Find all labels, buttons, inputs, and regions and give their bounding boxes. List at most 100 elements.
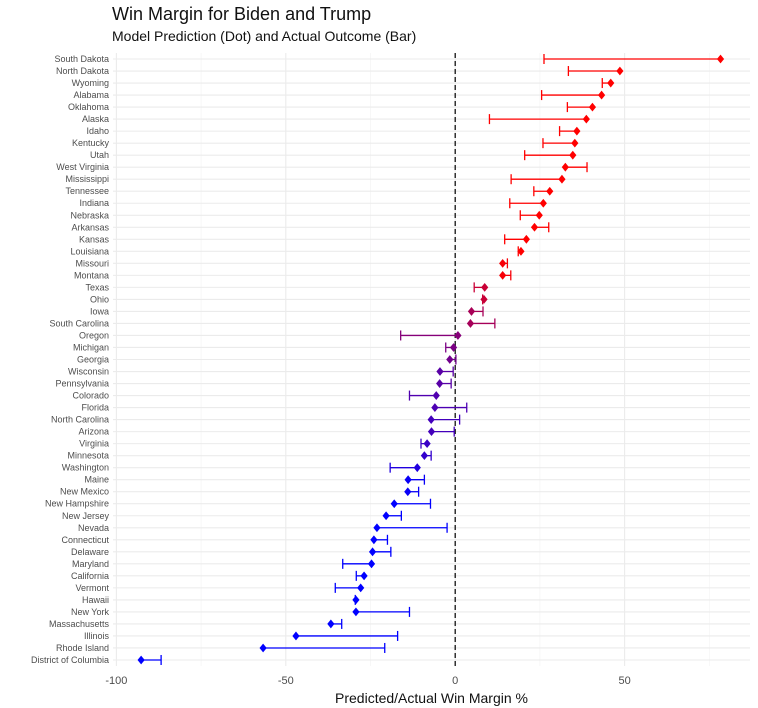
state-row: Mississippi — [65, 174, 566, 185]
y-tick-label: Nebraska — [70, 210, 109, 220]
y-tick-label: Arizona — [78, 427, 109, 437]
state-row: New York — [71, 606, 411, 617]
state-row: Pennsylvania — [55, 378, 452, 389]
y-tick-label: Vermont — [75, 583, 109, 593]
y-tick-label: Indiana — [79, 198, 109, 208]
state-row: Iowa — [90, 306, 484, 317]
y-tick-label: Montana — [74, 270, 109, 280]
state-row: Michigan — [73, 342, 458, 353]
predicted-point — [616, 66, 624, 76]
y-tick-label: Maryland — [72, 559, 109, 569]
state-row: Alaska — [82, 114, 590, 125]
state-row: Idaho — [86, 126, 581, 137]
y-tick-label: California — [71, 571, 109, 581]
y-tick-label: Iowa — [90, 306, 109, 316]
y-tick-label: North Dakota — [56, 66, 109, 76]
predicted-point — [480, 295, 488, 304]
predicted-point — [137, 655, 145, 665]
predicted-point — [582, 114, 590, 124]
predicted-point — [499, 270, 507, 280]
predicted-point — [404, 475, 412, 485]
state-row: Louisiana — [70, 246, 525, 256]
state-row: Massachusetts — [49, 618, 343, 629]
state-row: Tennessee — [65, 186, 554, 197]
predicted-point — [558, 174, 566, 184]
x-tick-label: -50 — [278, 675, 294, 687]
y-tick-label: Pennsylvania — [55, 379, 109, 389]
y-tick-label: Texas — [85, 282, 109, 292]
predicted-point — [390, 499, 398, 509]
y-tick-label: New Jersey — [62, 511, 110, 521]
y-tick-label: Illinois — [84, 631, 110, 641]
x-axis-title: Predicted/Actual Win Margin % — [335, 690, 528, 706]
chart-title: Win Margin for Biden and Trump — [112, 4, 372, 24]
predicted-point — [370, 535, 378, 545]
state-row: Wisconsin — [68, 366, 454, 377]
y-tick-label: Georgia — [77, 355, 109, 365]
state-row: Illinois — [84, 630, 399, 641]
state-row: New Mexico — [60, 486, 420, 497]
y-tick-label: South Carolina — [49, 318, 109, 328]
predicted-point — [292, 631, 300, 641]
state-row: South Dakota — [54, 54, 725, 65]
state-row: North Dakota — [56, 66, 624, 77]
y-tick-label: Missouri — [75, 258, 109, 268]
state-row: Texas — [85, 282, 489, 293]
state-row: Arizona — [78, 426, 455, 437]
y-tick-label: Kentucky — [72, 138, 110, 148]
state-row: Colorado — [72, 390, 440, 401]
x-tick-label: 50 — [619, 675, 631, 687]
predicted-point — [522, 234, 530, 244]
predicted-point — [431, 403, 439, 412]
y-tick-label: Arkansas — [71, 222, 109, 232]
predicted-point — [546, 186, 554, 196]
predicted-point — [357, 583, 365, 593]
state-row: Arkansas — [71, 222, 550, 233]
y-tick-label: Oregon — [79, 330, 109, 340]
predicted-point — [597, 90, 606, 100]
predicted-point — [382, 511, 390, 521]
predicted-point — [436, 367, 444, 376]
state-row: North Carolina — [51, 414, 461, 425]
state-row: New Jersey — [62, 511, 402, 521]
x-tick-label: 0 — [452, 675, 458, 687]
predicted-point — [607, 78, 615, 88]
y-tick-label: Idaho — [86, 126, 109, 136]
y-tick-label: Oklahoma — [68, 102, 109, 112]
y-tick-label: Alabama — [73, 90, 109, 100]
predicted-point — [571, 138, 579, 148]
predicted-point — [517, 246, 525, 256]
y-tick-label: Florida — [81, 403, 109, 413]
predicted-point — [420, 451, 428, 461]
y-tick-label: Wisconsin — [68, 367, 109, 377]
predicted-point — [352, 595, 360, 605]
state-row: California — [71, 570, 368, 581]
state-row: Connecticut — [61, 534, 389, 545]
y-tick-label: Delaware — [71, 547, 109, 557]
y-tick-label: Wyoming — [72, 78, 109, 88]
state-row: Oregon — [79, 330, 462, 341]
predicted-point — [360, 571, 368, 581]
y-tick-label: Virginia — [79, 439, 109, 449]
state-row: District of Columbia — [31, 654, 162, 665]
predicted-point — [404, 487, 412, 497]
y-tick-label: New Mexico — [60, 487, 109, 497]
state-row: South Carolina — [49, 318, 496, 329]
predicted-point — [569, 150, 577, 160]
state-row: Maine — [84, 474, 426, 485]
predicted-point — [535, 210, 543, 220]
y-tick-label: Washington — [62, 463, 109, 473]
y-tick-label: Tennessee — [65, 186, 109, 196]
state-row: Virginia — [79, 438, 431, 449]
predicted-point — [427, 415, 435, 424]
predicted-point — [573, 126, 581, 136]
predicted-point — [368, 547, 377, 557]
chart-subtitle: Model Prediction (Dot) and Actual Outcom… — [112, 28, 417, 44]
state-row: Ohio — [90, 294, 488, 305]
state-row: Vermont — [75, 582, 365, 593]
y-tick-label: Ohio — [90, 294, 109, 304]
y-tick-label: New Hampshire — [45, 499, 109, 509]
y-tick-label: Alaska — [82, 114, 109, 124]
state-row: Nebraska — [70, 210, 543, 221]
predicted-point — [454, 331, 462, 340]
